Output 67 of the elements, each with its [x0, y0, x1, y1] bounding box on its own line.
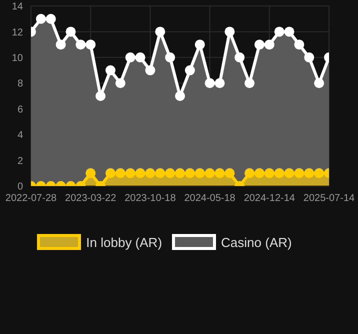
point: [145, 168, 156, 178]
point: [244, 168, 255, 178]
point: [304, 52, 314, 62]
point: [214, 168, 225, 178]
point: [76, 40, 86, 50]
point: [36, 14, 46, 24]
point: [204, 168, 215, 178]
point: [194, 168, 205, 178]
point: [314, 168, 324, 178]
point: [125, 168, 136, 178]
point: [96, 91, 106, 101]
point: [155, 168, 166, 178]
point: [234, 52, 245, 62]
point: [274, 168, 284, 178]
point: [294, 168, 304, 178]
legend-label: In lobby (AR): [86, 234, 162, 250]
x-tick-label: 2022-07-28: [5, 193, 58, 204]
point: [204, 78, 215, 88]
x-tick-label: 2023-03-22: [65, 193, 117, 204]
point: [284, 26, 294, 37]
point: [46, 14, 56, 24]
point: [165, 52, 176, 62]
point: [284, 168, 294, 178]
point: [224, 26, 235, 37]
point: [264, 40, 274, 50]
point: [224, 168, 235, 178]
point: [56, 40, 66, 50]
point: [105, 168, 116, 178]
point: [184, 168, 195, 178]
point: [274, 26, 284, 37]
x-tick-label: 2025-07-14: [303, 193, 356, 204]
y-tick-label: 6: [17, 104, 24, 116]
y-tick-label: 0: [17, 182, 24, 193]
point: [304, 168, 314, 178]
point: [244, 78, 255, 88]
point: [214, 78, 225, 88]
y-tick-label: 10: [12, 52, 24, 64]
point: [165, 168, 176, 178]
point: [86, 168, 96, 178]
y-tick-label: 12: [12, 27, 24, 38]
x-tick-label: 2024-05-18: [184, 193, 236, 204]
point: [264, 168, 274, 178]
point: [145, 65, 156, 76]
point: [115, 78, 126, 88]
point: [66, 26, 76, 37]
point: [155, 26, 166, 37]
point: [175, 91, 185, 101]
point: [115, 168, 126, 178]
y-tick-label: 8: [17, 78, 24, 90]
point: [314, 78, 324, 88]
point: [294, 40, 304, 50]
point: [175, 168, 185, 178]
point: [135, 52, 146, 62]
point: [135, 168, 146, 178]
point: [125, 52, 136, 62]
y-tick-label: 2: [17, 156, 24, 167]
point: [105, 65, 116, 76]
x-tick-label: 2023-10-18: [124, 193, 176, 204]
legend-label: Casino (AR): [221, 234, 292, 250]
point: [194, 40, 205, 50]
point: [86, 40, 96, 50]
x-tick-label: 2024-12-14: [244, 193, 296, 204]
y-tick-label: 14: [12, 2, 24, 13]
point: [254, 40, 264, 50]
point: [184, 65, 195, 76]
y-tick-label: 4: [17, 130, 24, 142]
point: [254, 168, 264, 178]
